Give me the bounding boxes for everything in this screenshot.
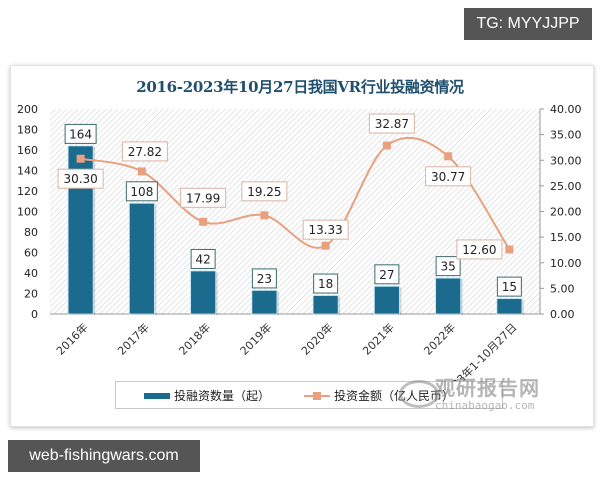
svg-text:160: 160 — [17, 144, 38, 157]
svg-text:13.33: 13.33 — [308, 223, 342, 237]
svg-text:2022年: 2022年 — [421, 320, 458, 357]
svg-text:5.00: 5.00 — [550, 282, 575, 295]
watermark-logo-icon — [399, 380, 439, 408]
svg-text:20: 20 — [24, 288, 38, 301]
svg-text:30.77: 30.77 — [431, 170, 465, 184]
svg-text:40.00: 40.00 — [550, 103, 582, 116]
svg-text:164: 164 — [69, 127, 92, 141]
svg-text:2017年: 2017年 — [115, 320, 152, 357]
watermark-cn: 观研报告网 — [435, 376, 540, 400]
svg-text:180: 180 — [17, 124, 38, 137]
svg-text:140: 140 — [17, 165, 38, 178]
svg-text:30.30: 30.30 — [63, 172, 97, 186]
svg-text:120: 120 — [17, 185, 38, 198]
svg-text:2020年: 2020年 — [298, 320, 335, 357]
legend-bar-swatch — [144, 392, 170, 399]
legend-line-swatch — [304, 391, 330, 401]
svg-text:40: 40 — [24, 267, 38, 280]
svg-text:27: 27 — [379, 268, 394, 282]
svg-text:35: 35 — [440, 260, 455, 274]
svg-text:27.82: 27.82 — [128, 145, 162, 159]
watermark-en: chinabaogao.com — [435, 399, 535, 412]
tg-badge: TG: MYYJJPP — [464, 8, 592, 40]
legend-item-bar: 投融资数量（起） — [144, 387, 270, 404]
svg-text:30.00: 30.00 — [550, 154, 582, 167]
watermark: 观研报告网 chinabaogao.com — [395, 372, 565, 417]
svg-text:12.60: 12.60 — [462, 243, 496, 257]
svg-text:19.25: 19.25 — [247, 185, 281, 199]
svg-text:15.00: 15.00 — [550, 231, 582, 244]
svg-text:32.87: 32.87 — [375, 117, 409, 131]
svg-text:23: 23 — [257, 272, 272, 286]
svg-text:100: 100 — [17, 206, 38, 219]
legend-bar-label: 投融资数量（起） — [174, 389, 271, 403]
svg-text:18: 18 — [318, 277, 333, 291]
svg-text:0.00: 0.00 — [550, 308, 575, 321]
svg-text:108: 108 — [130, 185, 153, 199]
svg-text:200: 200 — [17, 103, 38, 116]
svg-text:2021年: 2021年 — [360, 320, 397, 357]
chart-title: 2016-2023年10月27日我国VR行业投融资情况 — [136, 78, 464, 96]
svg-text:2019年: 2019年 — [237, 320, 274, 357]
svg-text:20.00: 20.00 — [550, 206, 582, 219]
svg-text:35.00: 35.00 — [550, 129, 582, 142]
svg-text:10.00: 10.00 — [550, 257, 582, 270]
svg-text:2016年: 2016年 — [53, 320, 90, 357]
svg-text:80: 80 — [24, 226, 38, 239]
svg-text:60: 60 — [24, 247, 38, 260]
svg-text:25.00: 25.00 — [550, 180, 582, 193]
svg-text:17.99: 17.99 — [186, 191, 220, 205]
svg-text:15: 15 — [502, 280, 517, 294]
svg-text:0: 0 — [31, 308, 38, 321]
site-badge: web-fishingwars.com — [8, 440, 200, 472]
svg-text:42: 42 — [195, 252, 210, 266]
svg-text:2018年: 2018年 — [176, 320, 213, 357]
